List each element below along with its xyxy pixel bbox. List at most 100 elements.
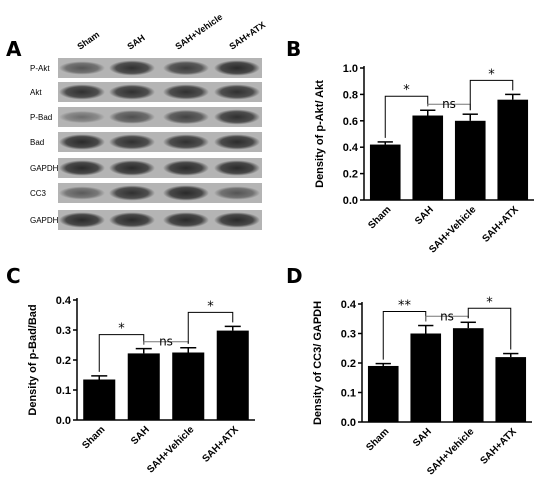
significance-label: * (403, 83, 410, 98)
panel-letter-d: D (286, 264, 303, 288)
significance-label: * (207, 299, 214, 314)
lane-label-sah-vehicle: SAH+Vehicle (173, 12, 224, 52)
y-tick-label: 0.2 (56, 355, 71, 367)
blot-row-label: GAPDH (30, 216, 59, 225)
y-tick-label: 0.0 (343, 195, 358, 207)
blot-band (163, 212, 209, 228)
blot-band (163, 185, 209, 201)
blot-row: GAPDH (30, 158, 262, 178)
blot-band (163, 84, 209, 100)
blot-band (163, 134, 209, 150)
significance-bracket (98, 334, 145, 372)
y-tick-label: 0.2 (343, 169, 358, 181)
blot-band (163, 109, 209, 125)
blot-strip (58, 210, 262, 230)
significance-label: * (488, 67, 495, 82)
blot-band (59, 110, 105, 124)
category-label: SAH+ATX (478, 426, 519, 467)
category-label: SAH (411, 426, 434, 449)
bar (369, 144, 401, 200)
category-label: SAH+ATX (200, 424, 241, 465)
category-label: Sham (80, 424, 107, 451)
significance-label: ns (159, 335, 173, 349)
blot-row: Bad (30, 132, 262, 152)
y-axis-title: Density of p-Bad/Bad (27, 304, 39, 415)
y-tick-label: 1.0 (343, 63, 358, 75)
blot-band (109, 185, 155, 201)
bar (412, 115, 444, 200)
bar (216, 330, 249, 420)
blot-band (109, 134, 155, 150)
y-tick-label: 0.0 (341, 417, 356, 429)
blot-strip (58, 158, 262, 178)
y-axis-title: Density of CC3/ GAPDH (312, 301, 324, 425)
blot-band (59, 134, 105, 150)
y-tick-label: 0.1 (56, 385, 71, 397)
significance-bracket (469, 79, 514, 111)
blot-rows: P-Akt Akt P-Bad Bad GAPDH CC3 GAPDH (30, 58, 262, 230)
blot-band (59, 61, 105, 75)
blot-strip (58, 58, 262, 78)
blot-band (214, 60, 260, 76)
bar (452, 328, 484, 422)
blot-strip (58, 132, 262, 152)
y-tick-label: 0.1 (341, 388, 356, 400)
bar (127, 353, 160, 420)
panel-a-western-blot: A Sham SAH SAH+Vehicle SAH+ATX P-AktAktP… (6, 12, 267, 230)
blot-row: P-Bad (30, 107, 262, 127)
blot-row-label: GAPDH (30, 164, 59, 173)
category-label: SAH (129, 424, 152, 447)
blot-band (214, 186, 260, 200)
blot-strip (58, 183, 262, 203)
significance-label: * (118, 322, 125, 337)
significance-label: * (486, 295, 493, 310)
blot-band (214, 109, 260, 125)
bar (497, 99, 529, 200)
blot-band (109, 212, 155, 228)
blot-band (214, 84, 260, 100)
blot-row: CC3 (30, 183, 262, 203)
blot-row: Akt (30, 82, 262, 102)
panel-c-chart: C 0.0 0.1 0.2 0.3 0.4 Density of p-Bad/Bad Sha… (6, 264, 255, 476)
blot-band (59, 186, 105, 200)
significance-bracket (187, 311, 234, 344)
significance-label: ** (398, 299, 412, 314)
panel-b-chart: B 0.0 0.2 0.4 0.6 0.8 1.0 Density of p-Akt/ Ak… (286, 37, 534, 256)
blot-band (59, 212, 105, 228)
blot-band (214, 212, 260, 228)
y-tick-label: 0.3 (56, 325, 71, 337)
blot-row-label: P-Bad (30, 113, 52, 122)
bar (410, 333, 442, 422)
y-tick-label: 0.3 (341, 329, 356, 341)
significance-bracket (467, 307, 512, 350)
category-label: SAH+ATX (480, 204, 521, 245)
y-tick-label: 0.4 (341, 299, 357, 311)
blot-row: GAPDH (30, 210, 262, 230)
panel-letter-b: B (286, 37, 301, 61)
blot-band (163, 160, 209, 176)
blot-band (109, 60, 155, 76)
y-tick-label: 0.6 (343, 116, 358, 128)
y-tick-label: 0.4 (56, 295, 72, 307)
blot-band (109, 84, 155, 100)
blot-band (214, 160, 260, 176)
blot-row-label: Bad (30, 138, 44, 147)
significance-bracket (384, 95, 429, 138)
blot-band (109, 160, 155, 176)
significance-label: ns (442, 97, 456, 111)
blot-row-label: CC3 (30, 189, 47, 198)
panel-letter-a: A (6, 37, 22, 61)
y-tick-label: 0.4 (343, 142, 359, 154)
lane-label-sah: SAH (125, 33, 146, 52)
panel-d-chart: D 0.0 0.1 0.2 0.3 0.4 Density of CC3/ GAPDH Sh… (286, 264, 532, 478)
significance-label: ns (440, 309, 454, 323)
bar (454, 120, 486, 200)
y-tick-label: 0.8 (343, 89, 358, 101)
category-label: SAH (413, 204, 436, 227)
lane-label-sham: Sham (75, 29, 101, 51)
bar (367, 365, 399, 422)
panel-letter-c: C (6, 264, 21, 288)
lane-label-sah-atx: SAH+ATX (227, 20, 267, 52)
blot-strip (58, 107, 262, 127)
